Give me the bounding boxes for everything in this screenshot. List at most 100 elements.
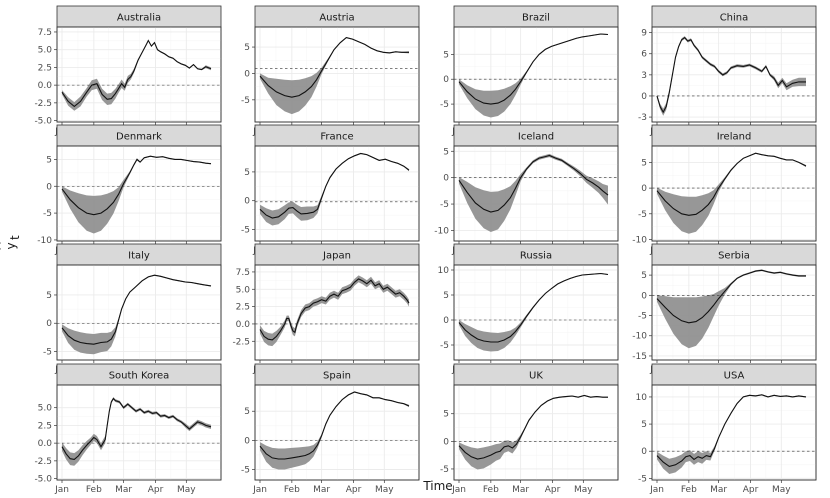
panel-border-australia [56,26,222,123]
y-tick-label: 0 [244,197,250,207]
y-tick-label: 6 [641,50,647,60]
y-tick-label: -5 [43,348,52,358]
series-line-uk [458,394,608,460]
confidence-band-australia [62,39,211,111]
y-tick-label: -3 [638,113,647,123]
x-tick-label: Apr [148,485,164,495]
x-tick-label: Mar [710,485,727,495]
y-tick-label: -10 [37,236,52,246]
confidence-band-ireland [657,152,806,234]
panel-border-france [254,145,420,242]
panel-background-australia [56,26,222,123]
y-tick-label: 7.5 [38,28,52,38]
y-tick-label: 0 [443,437,449,447]
y-tick-label: 0 [641,447,647,457]
panel-border-ireland [651,145,817,242]
y-tick-label: -5 [241,225,250,235]
series-line-spain [259,391,410,460]
series-line-usa [656,394,807,467]
y-tick-label: 5 [443,50,449,60]
strip-label-iceland: Iceland [518,132,554,143]
x-tick-label: May [177,485,196,495]
series-line-japan [259,278,410,341]
confidence-band-japan [260,275,409,347]
x-tick-label: Mar [115,485,132,495]
y-tick-label: -10 [632,235,647,245]
y-tick-label: 5 [641,158,647,168]
panel-grid: Australia -5.0 -2.5 0.0 2.5 5.0 7.5 Jan Feb Mar Ap… [34,5,817,495]
confidence-band-france [260,152,409,226]
y-tick-label: 0.0 [38,439,53,449]
panel-border-iceland [453,145,619,242]
x-tick-label: Apr [743,485,759,495]
y-tick-label: -2.5 [34,457,52,467]
y-tick-label: -5 [440,465,449,475]
y-tick-label: 10 [438,266,450,276]
y-tick-label: -5.0 [34,475,52,485]
y-tick-label: 7.5 [236,268,250,278]
y-axis-title: y ^ t [0,235,22,251]
x-tick-label: Mar [512,485,529,495]
strip-label-japan: Japan [322,251,351,262]
series-line-russia [458,272,609,343]
confidence-band-austria [260,37,409,115]
y-tick-label: -5 [440,100,449,110]
panel-border-uk [453,384,619,481]
y-tick-label: 0 [46,319,52,329]
series-line-ireland [656,152,807,216]
x-tick-label: Feb [284,485,300,495]
y-tick-label: 5.0 [236,285,251,295]
y-tick-label: 0 [244,436,250,446]
y-tick-label: 5 [46,155,52,165]
confidence-band-usa [657,394,806,474]
y-tick-label: 5.0 [38,46,53,56]
y-tick-label: 0 [443,316,449,326]
confidence-band-brazil [459,33,608,118]
series-line-austria [259,37,409,98]
gridlines-australia [57,27,221,122]
confidence-band-uk [459,394,608,470]
y-tick-label: 5.0 [38,404,53,414]
y-tick-label: 2.5 [236,303,250,313]
panel-background-japan [254,264,420,361]
x-tick-label: Jan [451,485,466,495]
y-tick-label: 3 [641,71,647,81]
panel-background-austria [254,26,420,123]
y-tick-label: 0 [641,291,647,301]
series-line-iceland [458,154,609,213]
y-axis-title-subscript: t [8,235,22,240]
gridlines-china [652,27,816,122]
confidence-band-italy [62,274,211,355]
confidence-band-spain [260,391,409,470]
x-tick-label: Apr [545,485,561,495]
y-tick-label: -5 [638,312,647,322]
x-tick-label: Jan [649,485,664,495]
y-tick-label: 9 [641,29,647,39]
confidence-band-russia [459,273,608,352]
strip-label-ireland: Ireland [717,132,752,143]
panel-background-south-korea [56,384,222,481]
y-tick-label: 5 [244,43,250,53]
x-tick-label: Feb [681,485,697,495]
y-tick-label: 2.5 [38,63,52,73]
strip-label-brazil: Brazil [522,13,550,24]
series-line-serbia [656,269,806,324]
x-tick-label: May [375,485,394,495]
x-tick-label: Mar [313,485,330,495]
x-axis-title: Time [422,479,452,493]
y-axis-title-main: y [4,242,18,249]
y-tick-label: 0 [443,174,449,184]
series-line-denmark [61,155,212,216]
y-tick-label: -5 [241,466,250,476]
confidence-band-serbia [657,269,806,349]
y-tick-label: 0 [46,182,52,192]
y-tick-label: -5 [43,209,52,219]
y-tick-label: -5.0 [34,117,52,127]
panel-border-italy [56,264,222,361]
y-tick-label: 5 [443,147,449,157]
y-tick-label: -5 [638,210,647,220]
